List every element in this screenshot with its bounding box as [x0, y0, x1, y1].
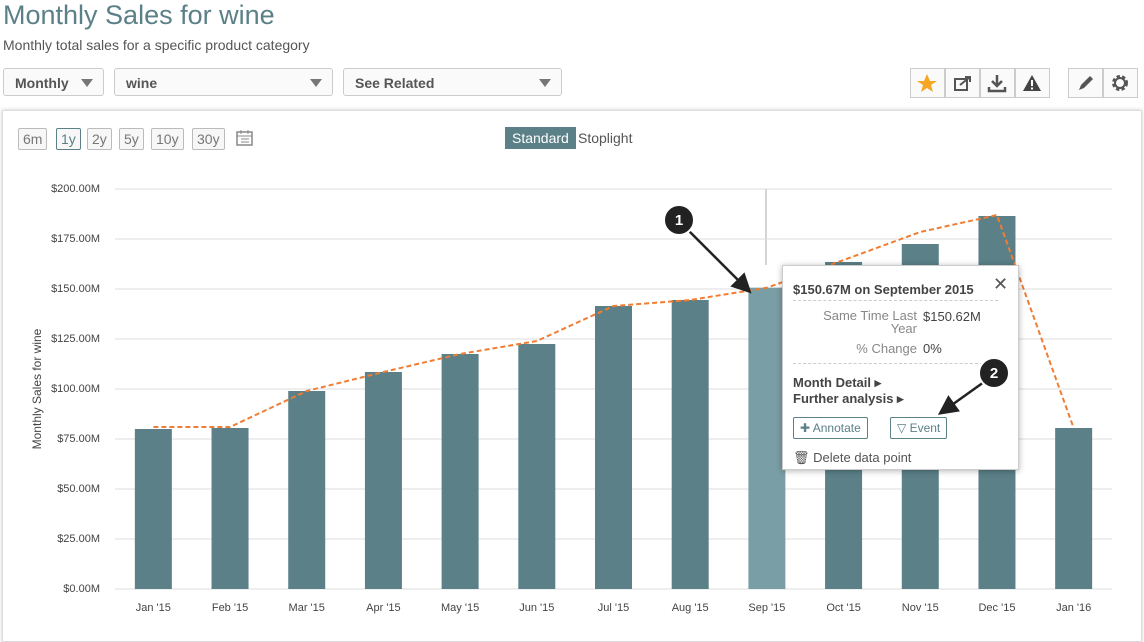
bar [595, 306, 632, 589]
range-button[interactable]: 10y [151, 128, 184, 150]
last-year-label: Same Time Last Year [823, 308, 917, 336]
y-tick-label: $150.00M [51, 283, 100, 295]
tooltip: $150.67M on September 2015 ✕ Same Time L… [782, 265, 1019, 470]
download-button[interactable] [980, 68, 1015, 98]
range-button[interactable]: 5y [119, 128, 144, 150]
related-dropdown[interactable]: See Related [343, 68, 562, 96]
product-dropdown[interactable]: wine [114, 68, 333, 96]
further-analysis-link[interactable]: Further analysis ▸ [793, 391, 904, 406]
x-tick-label: Jul '15 [598, 602, 629, 614]
button-text: Annotate [812, 421, 861, 435]
calendar-icon[interactable] [236, 129, 254, 147]
delete-link[interactable]: 🗑 Delete data point [793, 450, 912, 465]
period-dropdown[interactable]: Monthly [3, 68, 104, 96]
x-tick-label: Dec '15 [978, 602, 1015, 614]
tooltip-title: $150.67M on September 2015 [793, 282, 974, 297]
page-subtitle: Monthly total sales for a specific produ… [3, 37, 310, 53]
y-tick-label: $25.00M [57, 533, 100, 545]
y-tick-label: $50.00M [57, 483, 100, 495]
link-text: Delete data point [813, 450, 912, 465]
range-button[interactable]: 2y [87, 128, 112, 150]
y-tick-label: $125.00M [51, 333, 100, 345]
close-button[interactable]: ✕ [993, 274, 1009, 294]
x-tick-label: Aug '15 [672, 602, 709, 614]
bar [364, 372, 402, 589]
x-tick-label: May '15 [441, 602, 479, 614]
bar [441, 354, 479, 589]
change-label: % Change [856, 341, 917, 356]
share-button[interactable] [945, 68, 980, 98]
range-button[interactable]: 30y [192, 128, 225, 150]
annotate-button[interactable]: ✚ Annotate [793, 417, 868, 439]
y-tick-label: $200.00M [51, 183, 100, 195]
bar [671, 300, 709, 589]
x-tick-label: Feb '15 [212, 602, 248, 614]
change-value: 0% [923, 341, 942, 356]
bar [134, 429, 172, 589]
x-tick-label: Sep '15 [748, 602, 785, 614]
x-tick-label: Apr '15 [366, 602, 401, 614]
link-text: Further analysis [793, 391, 894, 406]
y-tick-label: $75.00M [57, 433, 100, 445]
standard-toggle[interactable]: Standard [505, 127, 576, 149]
range-button[interactable]: 6m [18, 128, 48, 150]
settings-button[interactable] [1103, 68, 1138, 98]
link-text: Month Detail [793, 375, 871, 390]
range-button[interactable]: 1y [56, 128, 81, 150]
divider [793, 300, 998, 301]
month-detail-link[interactable]: Month Detail ▸ [793, 375, 882, 390]
page-title: Monthly Sales for wine [3, 0, 275, 30]
bar [1055, 428, 1093, 589]
bar [518, 344, 556, 589]
divider [793, 363, 998, 364]
x-tick-label: Jun '15 [519, 602, 554, 614]
alert-button[interactable] [1015, 68, 1050, 98]
edit-button[interactable] [1068, 68, 1103, 98]
y-tick-label: $100.00M [51, 383, 100, 395]
line-series [153, 213, 1075, 429]
bar [748, 287, 786, 589]
bar [288, 391, 326, 589]
bar [211, 428, 249, 589]
button-text: Event [909, 421, 941, 435]
y-tick-label: $0.00M [63, 583, 100, 595]
event-button[interactable]: ▽ Event [890, 417, 948, 439]
last-year-value: $150.62M [923, 309, 981, 324]
x-tick-label: Jan '16 [1056, 602, 1091, 614]
favorite-button[interactable] [910, 68, 945, 98]
x-tick-label: Nov '15 [902, 602, 939, 614]
stoplight-toggle[interactable]: Stoplight [578, 130, 633, 146]
y-axis-label: Monthly Sales for wine [30, 328, 44, 449]
y-tick-label: $175.00M [51, 233, 100, 245]
x-tick-label: Jan '15 [136, 602, 171, 614]
x-tick-label: Oct '15 [826, 602, 861, 614]
x-tick-label: Mar '15 [289, 602, 325, 614]
